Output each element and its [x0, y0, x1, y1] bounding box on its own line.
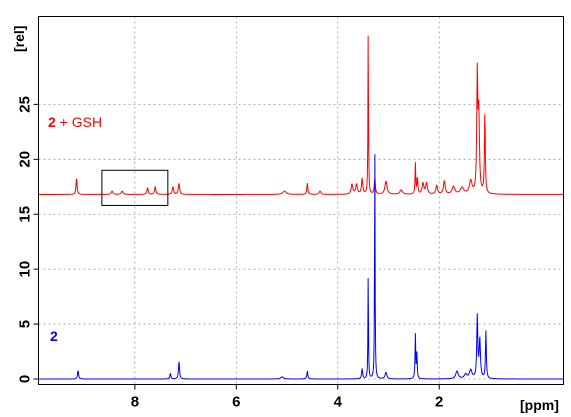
y-axis: 0 5 10 15 20 25 [17, 96, 39, 383]
grid-lines [38, 16, 564, 385]
y-tick-label: 20 [17, 151, 34, 168]
y-tick-label: 15 [17, 206, 34, 223]
x-axis-title: [ppm] [520, 397, 559, 413]
x-tick-label: 4 [334, 394, 343, 411]
y-tick-label: 0 [17, 375, 34, 383]
y-tick-label: 5 [17, 320, 34, 328]
highlight-box [101, 169, 169, 206]
spectra [38, 35, 564, 380]
y-tick-label: 10 [17, 261, 34, 278]
y-tick-label: 25 [17, 96, 34, 113]
series-label-2: 2 [50, 328, 58, 344]
x-tick-label: 6 [232, 394, 240, 411]
y-axis-title: [rel] [11, 26, 27, 52]
plot-frame [38, 16, 564, 385]
series-label-2-gsh: 2 + GSH [48, 114, 102, 130]
x-tick-label: 2 [435, 394, 443, 411]
x-axis: 8 6 4 2 [131, 384, 443, 411]
series-label-suffix: + GSH [56, 114, 102, 130]
series-line-2 [38, 154, 564, 380]
annotations [101, 169, 169, 206]
series-label-number: 2 [48, 114, 56, 130]
series-line-2-gsh [38, 35, 564, 195]
x-tick-label: 8 [131, 394, 139, 411]
